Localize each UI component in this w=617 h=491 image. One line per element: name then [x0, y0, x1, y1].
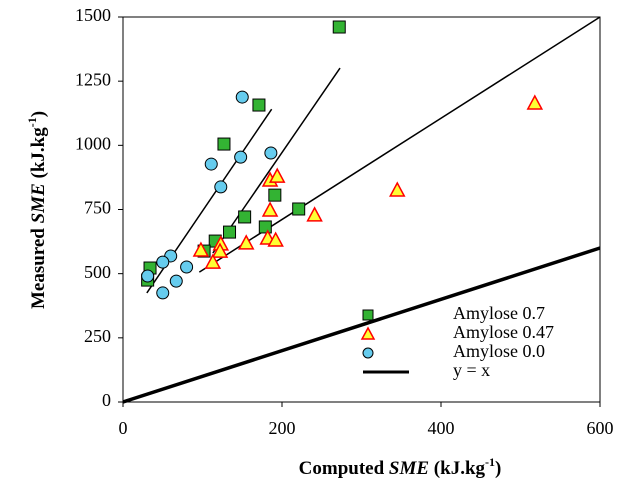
point	[264, 146, 278, 160]
point	[306, 206, 323, 222]
point	[526, 94, 544, 110]
x-axis-title: Computed SME (kJ.kg-1)	[299, 455, 502, 480]
legend-marker	[362, 309, 374, 321]
point	[169, 274, 183, 288]
y-tick-label: 500	[84, 262, 111, 282]
fit-line	[198, 16, 601, 273]
x-tick-label: 0	[119, 418, 128, 438]
x-tick-label: 400	[428, 418, 455, 438]
point	[267, 231, 284, 247]
point	[258, 220, 272, 234]
y-tick-label: 750	[84, 198, 111, 218]
point	[268, 167, 286, 183]
y-tick-label: 1000	[75, 133, 111, 153]
point	[234, 150, 248, 164]
point	[252, 98, 266, 112]
legend-label: Amylose 0.0	[453, 341, 545, 361]
y-tick-label: 1500	[75, 5, 111, 25]
point	[204, 157, 218, 171]
y-tick-label: 0	[102, 390, 111, 410]
legend-marker	[360, 326, 376, 340]
point	[180, 260, 194, 274]
legend-label: y = x	[453, 360, 490, 380]
point	[292, 202, 306, 216]
legend-label: Amylose 0.7	[453, 303, 545, 323]
y-tick-label: 1250	[75, 69, 111, 89]
point	[223, 225, 237, 239]
y-axis-title: Measured SME (kJ.kg-1)	[25, 111, 50, 309]
legend-marker	[362, 347, 374, 359]
identity-line	[122, 246, 601, 404]
point	[261, 201, 279, 217]
point	[214, 180, 228, 194]
point	[192, 241, 210, 257]
point	[211, 242, 229, 258]
point	[141, 269, 155, 283]
point	[268, 188, 282, 202]
legend-label: Amylose 0.47	[453, 322, 554, 342]
y-tick-label: 250	[84, 326, 111, 346]
point	[204, 253, 222, 269]
point	[156, 255, 170, 269]
point	[332, 20, 346, 34]
point	[156, 286, 170, 300]
point	[217, 137, 231, 151]
x-tick-label: 200	[269, 418, 296, 438]
point	[389, 181, 406, 197]
fit-line	[212, 67, 341, 254]
point	[235, 90, 249, 104]
x-tick-label: 600	[587, 418, 614, 438]
point	[238, 210, 252, 224]
point	[237, 234, 255, 250]
